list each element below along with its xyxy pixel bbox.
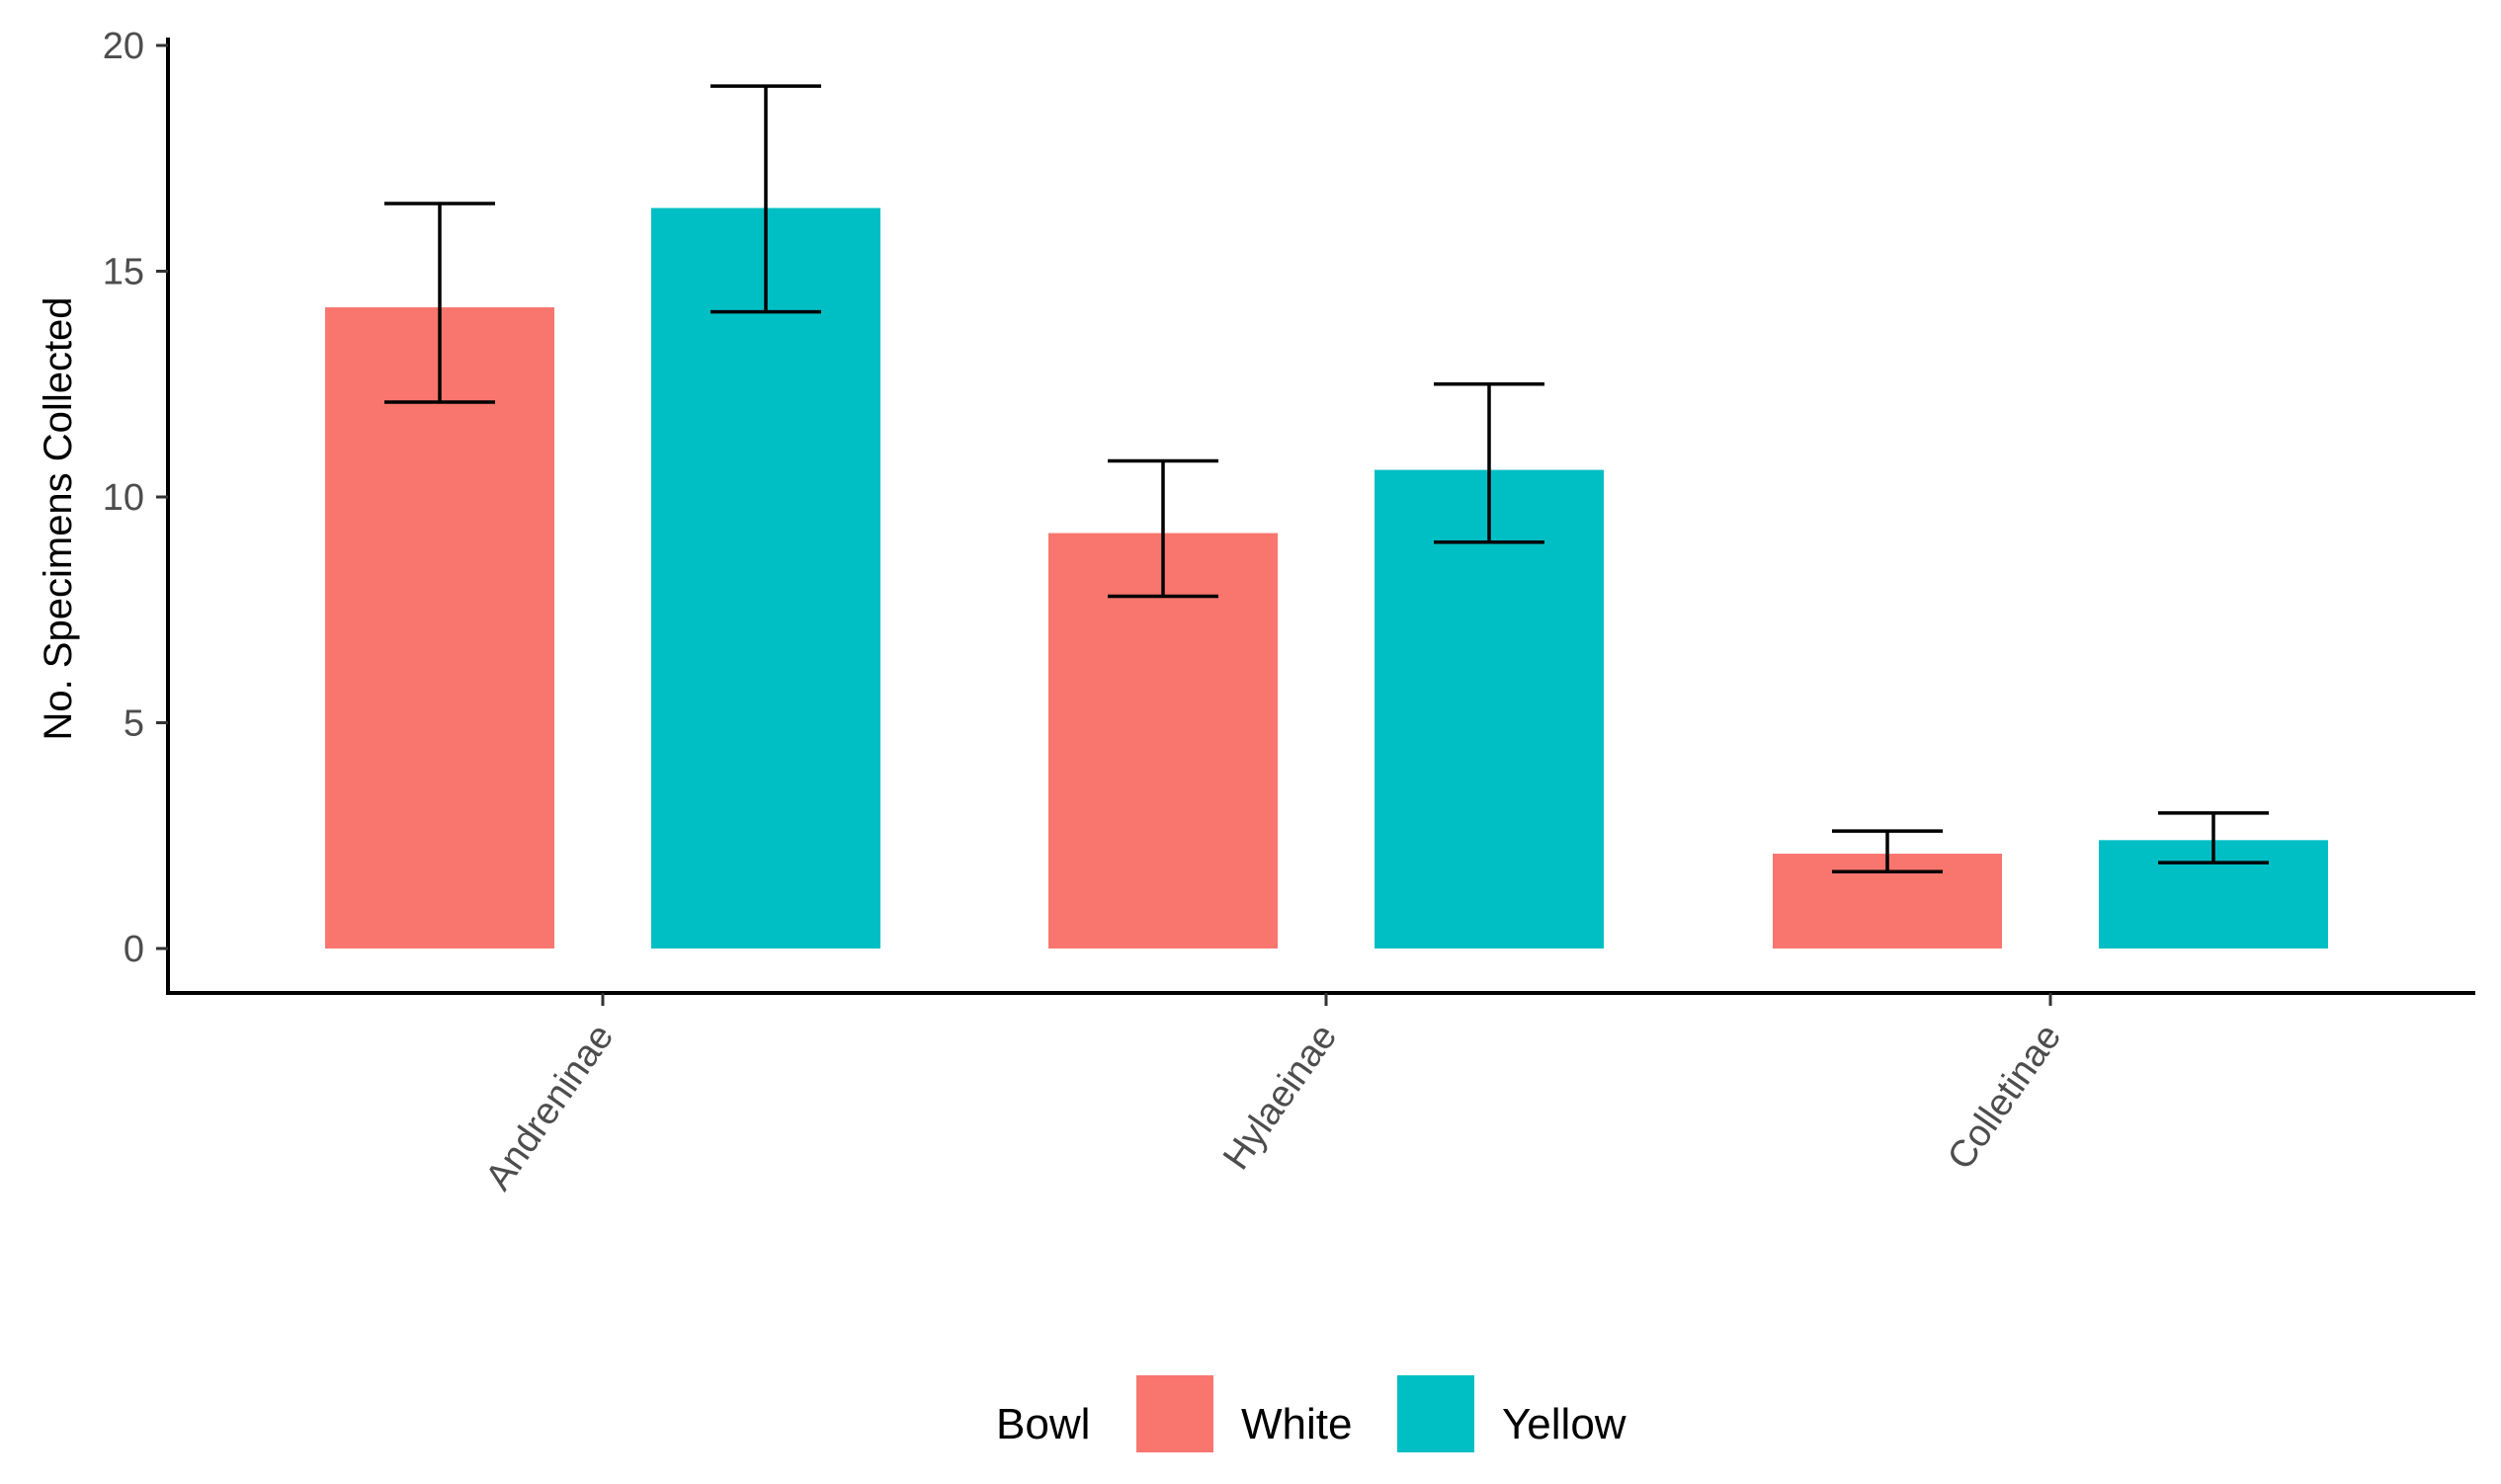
error-bar-yellow-hylaeinae [1434,382,1544,544]
error-bar-yellow-colletinae [2158,811,2269,865]
y-tick-label: 5 [124,703,144,745]
legend-label-white: White [1241,1400,1352,1448]
error-bars-layer [384,84,2269,874]
axes-layer [166,38,2475,995]
y-tick-label: 10 [103,477,144,519]
error-bar-white-colletinae [1832,829,1943,874]
error-bar-white-andreninae [384,202,495,404]
bar-white-hylaeinae [1048,533,1278,948]
legend-swatch-yellow [1397,1375,1474,1452]
bar-yellow-andreninae [651,207,880,948]
error-bar-yellow-andreninae [710,84,821,314]
bars-layer [325,207,2328,948]
legend-swatch-white [1136,1375,1213,1452]
legend-label-yellow: Yellow [1502,1400,1626,1448]
legend: Bowl White Yellow [996,1375,1626,1452]
y-tick-label: 20 [103,26,144,67]
bar-white-andreninae [325,307,554,948]
legend-title: Bowl [996,1400,1090,1448]
x-tick-label-colletinae: Colletinae [1940,1017,2069,1178]
bar-yellow-hylaeinae [1375,469,1604,948]
x-tick-label-andreninae: Andreninae [477,1017,622,1197]
x-tick-label-hylaeinae: Hylaeinae [1215,1017,1345,1178]
error-bar-white-hylaeinae [1108,458,1218,599]
y-tick-label: 0 [124,929,144,970]
y-ticks-layer: 0 5 10 15 20 [103,26,168,970]
x-ticks-layer: Andreninae Hylaeinae Colletinae [477,993,2069,1197]
y-axis-title: No. Specimens Collected [37,296,80,740]
y-tick-label: 15 [103,252,144,293]
